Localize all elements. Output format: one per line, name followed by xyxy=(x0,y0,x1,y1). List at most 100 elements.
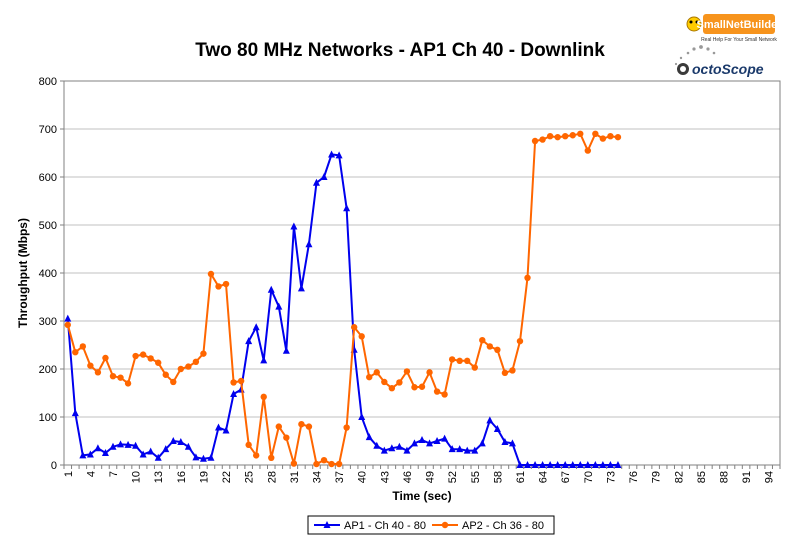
x-tick-label: 40 xyxy=(357,471,369,483)
data-point xyxy=(177,365,185,373)
data-point xyxy=(569,461,577,468)
data-point xyxy=(94,369,102,376)
data-point xyxy=(252,452,260,459)
x-tick-label: 55 xyxy=(470,471,482,483)
x-tick-label: 28 xyxy=(266,471,278,483)
data-point xyxy=(328,460,335,468)
data-point xyxy=(614,461,622,468)
data-point xyxy=(71,409,79,417)
data-point xyxy=(207,453,215,461)
data-point xyxy=(501,369,509,377)
data-point xyxy=(433,388,441,395)
data-point xyxy=(501,437,509,445)
data-point xyxy=(252,323,260,331)
data-point xyxy=(215,423,223,431)
data-point xyxy=(124,440,132,448)
data-point xyxy=(117,374,124,381)
x-axis-title: Time (sec) xyxy=(392,489,451,503)
legend-label: AP2 - Ch 36 - 80 xyxy=(462,520,544,532)
data-point xyxy=(396,379,403,386)
data-point xyxy=(237,377,245,385)
data-point xyxy=(109,373,117,380)
x-tick-label: 4 xyxy=(85,471,97,477)
data-point xyxy=(222,280,230,288)
data-point xyxy=(335,151,343,159)
data-point xyxy=(441,391,448,398)
octoscope-logo-name: octoScope xyxy=(692,61,764,77)
data-point xyxy=(297,284,305,292)
data-point xyxy=(109,442,117,450)
data-point xyxy=(456,357,463,365)
x-tick-label: 10 xyxy=(131,471,143,483)
x-tick-label: 22 xyxy=(221,471,233,483)
data-point xyxy=(230,389,238,397)
data-point xyxy=(418,383,426,390)
data-point xyxy=(373,441,381,449)
legend-item: AP1 - Ch 40 - 80 xyxy=(314,520,426,532)
data-point xyxy=(493,425,501,432)
data-point xyxy=(411,384,418,391)
data-point xyxy=(426,369,433,376)
data-point xyxy=(72,349,79,356)
data-point xyxy=(584,461,592,468)
data-point xyxy=(199,454,207,462)
data-point xyxy=(441,434,449,442)
y-tick-label: 200 xyxy=(39,364,57,376)
data-point xyxy=(64,314,72,322)
x-tick-label: 19 xyxy=(198,471,210,483)
data-point xyxy=(426,439,434,447)
x-tick-label: 64 xyxy=(538,471,550,483)
data-point xyxy=(245,441,252,449)
chart-title: Two 80 MHz Networks - AP1 Ch 40 - Downli… xyxy=(195,40,605,61)
data-point xyxy=(192,358,200,365)
data-point xyxy=(305,423,313,430)
data-point xyxy=(101,449,109,456)
x-tick-label: 70 xyxy=(583,471,595,483)
data-point xyxy=(584,147,592,154)
y-tick-label: 500 xyxy=(39,220,57,232)
series-2 xyxy=(64,130,622,468)
data-point xyxy=(509,367,516,374)
data-point xyxy=(606,461,614,468)
data-point xyxy=(117,440,125,448)
data-point xyxy=(516,461,524,468)
data-point xyxy=(486,416,494,424)
data-point xyxy=(350,324,358,331)
data-point xyxy=(381,378,388,386)
data-point xyxy=(312,178,320,186)
data-point xyxy=(222,426,230,434)
data-point xyxy=(343,204,351,212)
y-tick-label: 300 xyxy=(39,316,57,328)
data-point xyxy=(335,460,343,468)
gridlines xyxy=(64,80,780,418)
data-point xyxy=(200,350,207,357)
y-tick-label: 600 xyxy=(39,172,57,184)
legend-box xyxy=(307,515,555,535)
x-tick-label: 67 xyxy=(560,471,572,483)
data-point xyxy=(207,270,215,278)
data-point xyxy=(230,379,237,386)
data-point xyxy=(79,451,87,459)
data-point xyxy=(494,346,501,353)
x-tick-label: 94 xyxy=(764,471,776,483)
data-point xyxy=(86,450,94,458)
data-point xyxy=(546,461,554,468)
data-point xyxy=(516,337,524,345)
data-point xyxy=(282,346,290,354)
data-point xyxy=(124,380,132,387)
legend-marker xyxy=(441,521,449,529)
data-point xyxy=(569,132,576,139)
data-point xyxy=(132,352,139,360)
x-tick-label: 25 xyxy=(244,471,256,483)
data-point xyxy=(298,421,305,428)
y-tick-label: 700 xyxy=(39,124,57,136)
data-point xyxy=(591,461,599,468)
data-point xyxy=(139,450,147,458)
data-point xyxy=(380,446,388,454)
data-point xyxy=(388,444,396,452)
data-point xyxy=(313,460,320,468)
data-point xyxy=(102,354,109,362)
legend-item: AP2 - Ch 36 - 80 xyxy=(432,520,544,532)
data-point xyxy=(531,137,539,145)
data-point xyxy=(139,351,147,358)
